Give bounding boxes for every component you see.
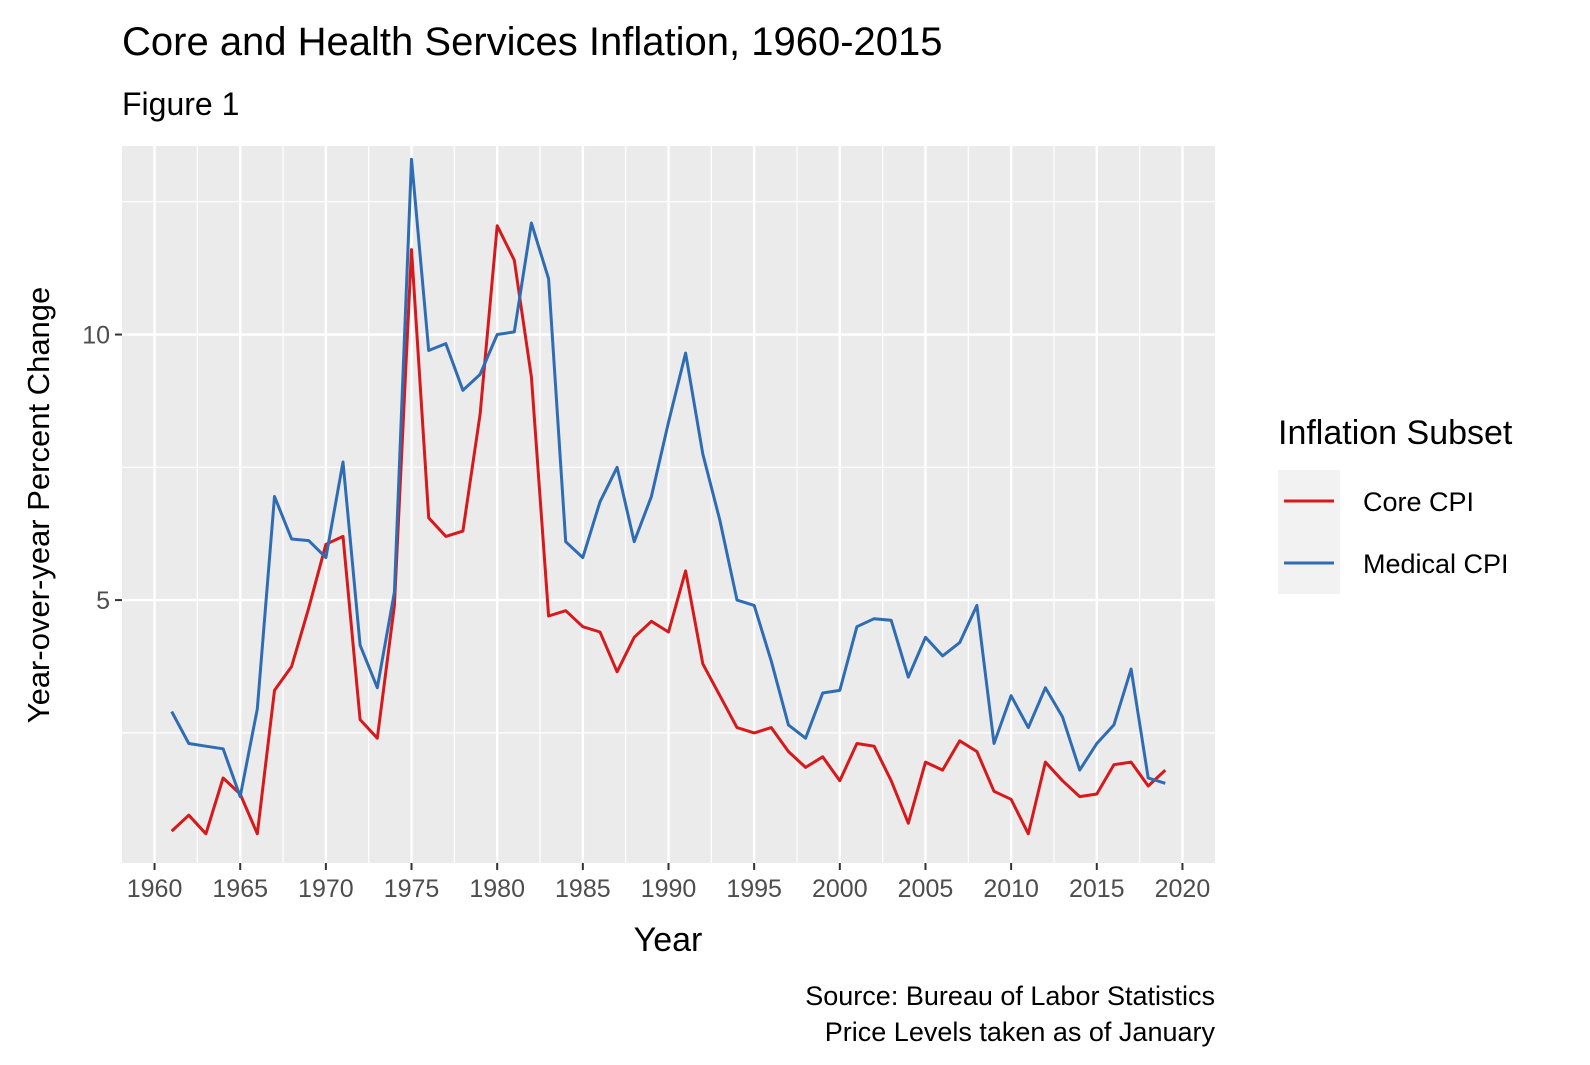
y-tick-label: 5: [96, 587, 110, 615]
caption-note: Price Levels taken as of January: [825, 1017, 1216, 1047]
x-tick-label: 2020: [1155, 875, 1211, 903]
x-tick-label: 2005: [898, 875, 954, 903]
x-tick-label: 1980: [469, 875, 525, 903]
x-tick-label: 2015: [1069, 875, 1125, 903]
x-tick-label: 1975: [384, 875, 440, 903]
chart-subtitle: Figure 1: [122, 86, 239, 122]
x-tick-label: 1990: [641, 875, 697, 903]
x-tick-label: 1960: [127, 875, 183, 903]
x-tick-label: 2000: [812, 875, 868, 903]
y-axis-title: Year-over-year Percent Change: [21, 287, 56, 724]
series-line-core-cpi: [170, 224, 1167, 836]
series-line-medical-cpi: [170, 157, 1166, 799]
x-tick-label: 1965: [212, 875, 268, 903]
legend-label-core-cpi: Core CPI: [1363, 487, 1474, 517]
grid-major: [122, 146, 1215, 863]
x-tick-label: 1995: [726, 875, 782, 903]
chart-title: Core and Health Services Inflation, 1960…: [122, 20, 943, 64]
y-tick-label: 10: [82, 322, 110, 350]
x-tick-label: 1985: [555, 875, 611, 903]
x-axis: 1960 1965 1970 1975 1980 1985 1990 1995 2000 2005…: [127, 863, 1211, 903]
legend: Inflation Subset Core CPI Medical CPI: [1278, 414, 1513, 594]
y-axis: 5 10: [82, 322, 122, 615]
series-layer: [170, 157, 1167, 836]
legend-title: Inflation Subset: [1278, 414, 1513, 452]
x-tick-label: 1970: [298, 875, 354, 903]
x-axis-title: Year: [634, 921, 703, 959]
x-tick-label: 2010: [983, 875, 1039, 903]
legend-label-medical-cpi: Medical CPI: [1363, 549, 1509, 579]
caption-source: Source: Bureau of Labor Statistics: [805, 981, 1215, 1011]
